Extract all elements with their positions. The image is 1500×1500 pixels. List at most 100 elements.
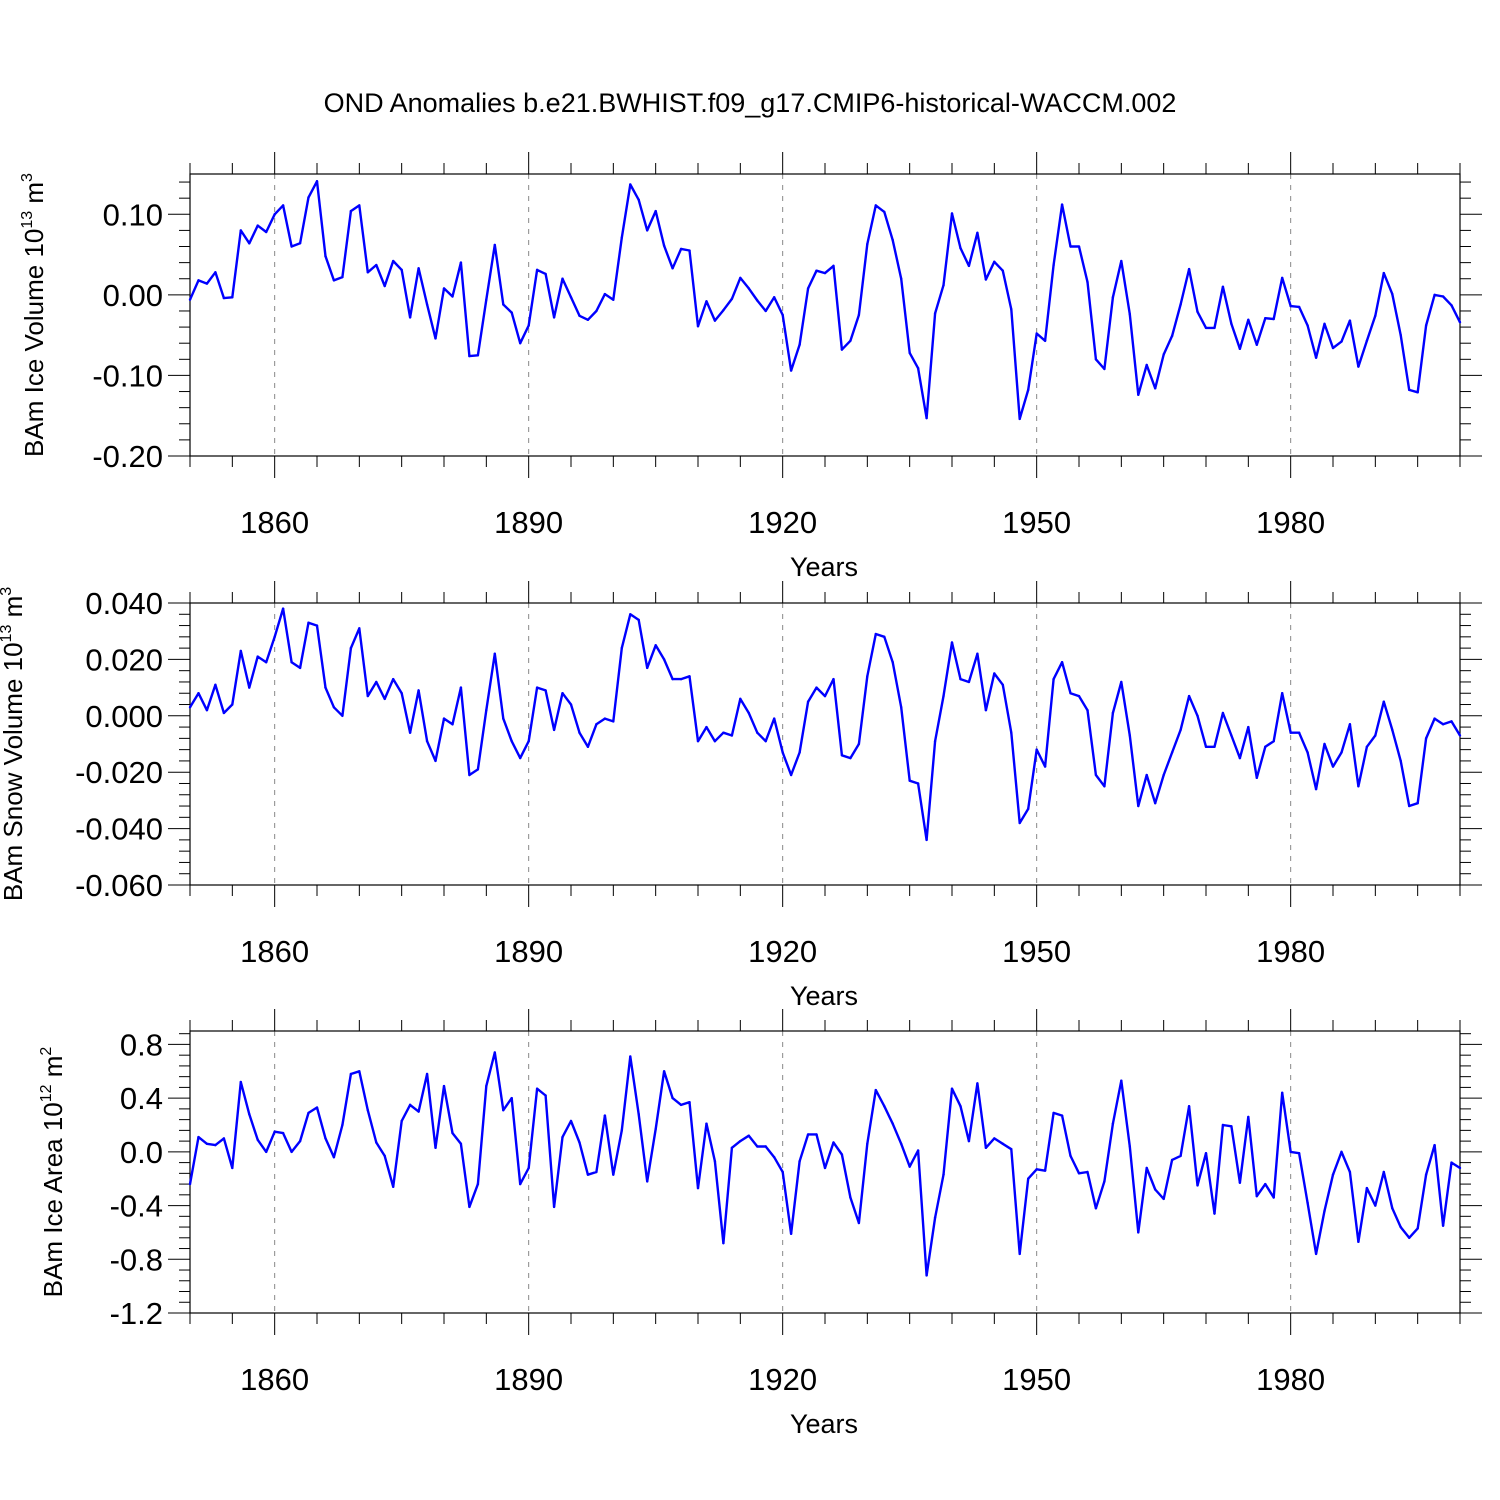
data-point: [298, 242, 302, 245]
y-tick-label: -0.040: [75, 812, 163, 847]
data-point: [1027, 388, 1030, 392]
data-point: [1399, 333, 1402, 337]
data-point: [764, 739, 767, 743]
y-tick-label: -0.10: [92, 358, 163, 393]
data-point: [1069, 692, 1072, 695]
data-point: [1213, 1212, 1216, 1215]
data-point: [823, 271, 827, 275]
data-point: [1010, 1147, 1013, 1151]
data-point: [1424, 737, 1428, 740]
data-point: [832, 677, 835, 681]
data-point: [1247, 1115, 1250, 1119]
data-point: [1433, 293, 1436, 297]
data-point: [646, 229, 649, 232]
data-point: [1450, 720, 1453, 723]
data-point: [468, 1205, 471, 1209]
data-point: [1010, 731, 1013, 734]
x-tick-label: 1980: [1256, 505, 1325, 540]
data-point: [307, 621, 310, 624]
data-point: [442, 717, 446, 720]
data-point: [595, 1170, 598, 1174]
data-point: [1221, 1123, 1225, 1127]
data-point: [392, 677, 395, 681]
data-point: [849, 1196, 852, 1199]
data-point: [908, 779, 911, 782]
data-point: [1348, 1170, 1352, 1174]
data-point: [1323, 322, 1326, 326]
data-point: [866, 242, 869, 246]
data-point: [1289, 304, 1292, 308]
data-point: [1264, 745, 1267, 749]
data-point: [1187, 1105, 1191, 1108]
data-point: [569, 703, 573, 706]
data-point: [222, 1137, 226, 1140]
data-point: [425, 303, 429, 306]
data-point: [1060, 1114, 1064, 1117]
data-point: [222, 711, 226, 715]
data-point: [849, 756, 852, 760]
data-point: [417, 1110, 420, 1113]
data-point: [510, 1096, 513, 1100]
data-point: [231, 1166, 234, 1170]
data-point: [688, 249, 691, 252]
data-point: [1331, 1173, 1335, 1176]
data-point: [874, 1088, 877, 1092]
data-point: [620, 236, 623, 239]
data-point: [502, 1109, 505, 1112]
data-point: [1433, 717, 1436, 720]
data-point: [1331, 765, 1335, 768]
data-point: [527, 1166, 530, 1170]
data-point: [1103, 1180, 1106, 1183]
y-tick-label: -0.4: [110, 1189, 163, 1224]
data-point: [654, 644, 657, 647]
data-point: [1204, 1152, 1208, 1155]
series-line: [188, 607, 1462, 842]
data-point: [290, 245, 293, 248]
data-point: [671, 677, 674, 681]
data-point: [1238, 1181, 1242, 1184]
data-point: [1399, 759, 1402, 763]
x-tick-label: 1920: [748, 1362, 817, 1397]
data-point: [358, 627, 361, 630]
data-point: [1162, 773, 1165, 777]
data-point: [713, 319, 717, 322]
chart-panel-3: 1860 1890 1920 1950 1980 -1.2 -0.8 -0.4 0.0 0.4 0.…: [38, 1009, 1482, 1439]
data-point: [1458, 1166, 1462, 1170]
data-point: [891, 1122, 894, 1125]
data-point: [1043, 765, 1047, 768]
data-point: [1297, 305, 1301, 309]
data-point: [806, 700, 810, 703]
data-point: [1255, 1194, 1259, 1198]
data-point: [967, 264, 971, 268]
data-point: [1281, 692, 1284, 695]
plot-frame: [189, 602, 1461, 886]
data-point: [866, 675, 869, 678]
data-point: [544, 1094, 547, 1097]
data-point: [671, 1096, 674, 1100]
data-point: [265, 1150, 268, 1154]
x-axis-label: Years: [790, 1409, 858, 1439]
data-point: [629, 1055, 632, 1058]
data-point: [984, 1146, 988, 1150]
data-point: [620, 646, 623, 650]
data-point: [1382, 700, 1386, 703]
data-point: [629, 613, 632, 616]
y-axis-label: BAm Ice Area 1012 m2: [38, 1047, 68, 1298]
data-point: [679, 1103, 683, 1107]
data-point: [1213, 745, 1216, 749]
data-point: [959, 677, 962, 681]
data-point: [392, 1185, 395, 1188]
data-point: [552, 316, 556, 319]
data-point: [1145, 773, 1148, 777]
x-tick-label: 1950: [1002, 1362, 1071, 1397]
y-axis-label-unit: m: [19, 182, 49, 211]
data-point: [375, 263, 378, 267]
data-point: [1416, 802, 1419, 805]
data-point: [916, 1149, 920, 1152]
data-point: [1458, 321, 1462, 324]
y-axis-label: BAm Ice Volume 1013 m3: [19, 173, 49, 457]
data-point: [349, 209, 353, 213]
data-point: [552, 728, 556, 732]
data-point: [916, 782, 920, 785]
data-point: [231, 296, 234, 299]
